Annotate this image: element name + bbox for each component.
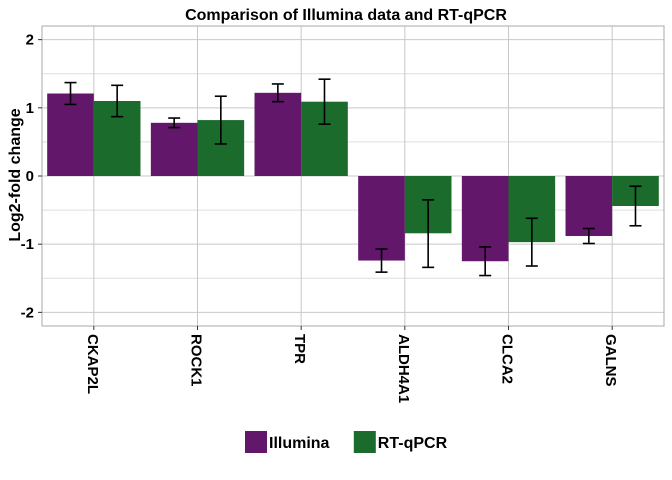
bar-illumina-ckap2l	[47, 93, 94, 176]
y-tick-label: 1	[26, 100, 34, 117]
x-tick-label: CLCA2	[499, 334, 516, 384]
y-tick-label: -2	[21, 304, 34, 321]
error-bar	[271, 83, 284, 103]
legend-label: RT-qPCR	[378, 435, 448, 452]
x-tick-label: ROCK1	[188, 334, 205, 387]
x-tick-label: ALDH4A1	[395, 334, 412, 403]
error-bar	[64, 81, 77, 106]
legend-swatch-illumina	[245, 431, 267, 453]
bar-illumina-tpr	[254, 92, 302, 176]
error-bar	[479, 246, 492, 277]
error-bar	[214, 95, 227, 145]
bar-illumina-rock1	[150, 122, 198, 176]
y-tick-label: 0	[26, 168, 34, 185]
error-bar	[375, 248, 388, 273]
legend-label: Illumina	[269, 435, 330, 452]
plot-area: -2 -1 0 1 2 CKAP2L ROCK1 TPR ALDH4A1 CLCA2 GALNS	[21, 25, 665, 403]
legend-swatch-rt-qpcr	[353, 431, 376, 453]
error-bar	[111, 84, 124, 118]
chart-title: Comparison of Illumina data and RT-qPCR	[185, 7, 507, 24]
y-tick-label: -1	[21, 236, 34, 253]
bar-illumina-aldh4a1	[358, 176, 405, 261]
error-bar	[525, 217, 538, 267]
error-bar	[629, 185, 642, 227]
bar-illumina-galns	[565, 176, 613, 236]
error-bar	[582, 227, 595, 245]
error-bar	[168, 117, 181, 129]
x-tick-label: TPR	[291, 334, 308, 364]
x-tick-label: GALNS	[602, 334, 619, 387]
y-axis-label: Log2-fold change	[7, 108, 24, 241]
error-bar	[318, 78, 331, 125]
error-bar	[422, 199, 435, 269]
legend: Illumina RT-qPCR	[245, 431, 448, 453]
x-tick-label: CKAP2L	[84, 334, 101, 394]
y-tick-label: 2	[26, 32, 34, 49]
